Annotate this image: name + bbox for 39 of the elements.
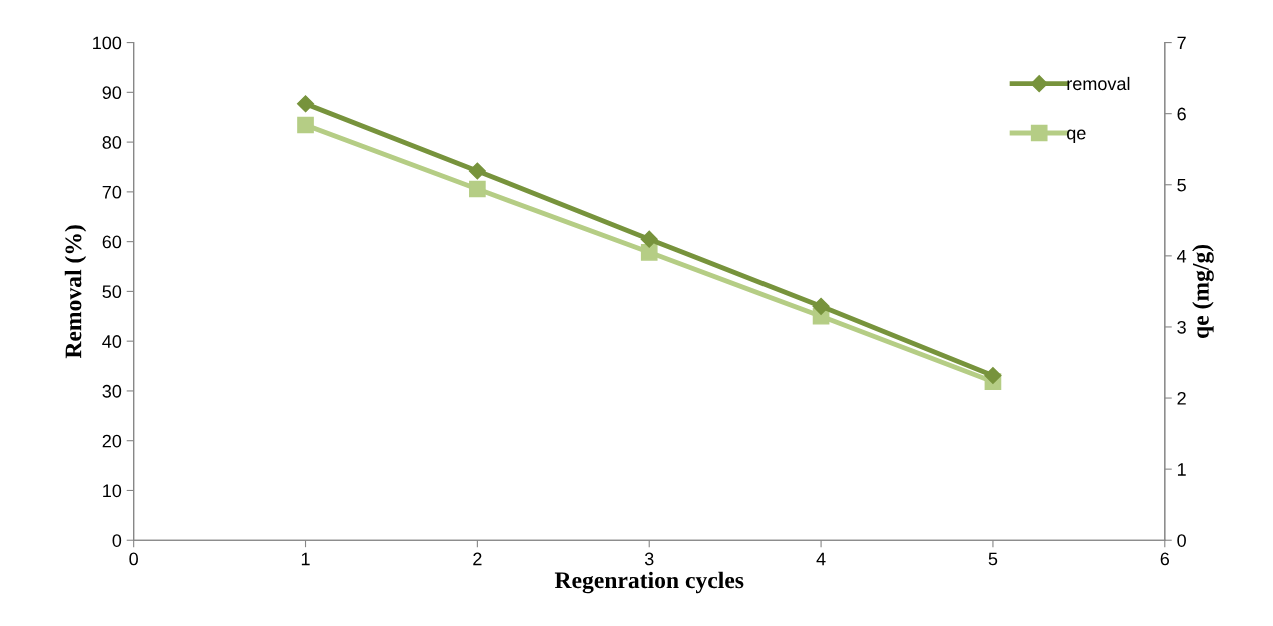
y2-tick-label: 2 — [1177, 391, 1186, 405]
point — [297, 116, 314, 134]
legend-label: removal — [1067, 76, 1130, 91]
y-tick-label: 30 — [102, 384, 122, 398]
x-tick-label: 2 — [473, 552, 482, 566]
y2-tick-label: 5 — [1177, 178, 1186, 192]
y2-tick-label: 6 — [1177, 107, 1186, 121]
y2-tick-label: 4 — [1177, 249, 1187, 263]
y-tick-label: 70 — [102, 185, 122, 199]
y-tick-label: 50 — [102, 285, 122, 299]
x-tick-label: 4 — [816, 552, 826, 566]
y-tick-label: 80 — [102, 136, 122, 149]
x-tick-label: 0 — [129, 552, 138, 566]
point — [296, 95, 315, 113]
point — [640, 243, 658, 261]
x-axis-title: Regenration cycles — [554, 571, 744, 594]
point — [468, 162, 486, 180]
y2-axis-title: qe (mg/g) — [1192, 244, 1214, 338]
y-tick-label: 60 — [102, 235, 122, 249]
y2-tick-label: 3 — [1177, 320, 1186, 334]
x-tick-label: 1 — [301, 552, 310, 566]
y-tick-label: 40 — [102, 335, 122, 348]
y-tick-label: 100 — [93, 36, 122, 50]
point — [640, 230, 658, 248]
y2-tick-label: 7 — [1177, 36, 1186, 50]
point — [984, 366, 1002, 385]
point — [469, 180, 486, 198]
y-tick-label: 10 — [103, 484, 122, 498]
y2-tick-label: 0 — [1177, 534, 1186, 547]
legend-label: qe — [1067, 129, 1086, 144]
x-tick-label: 3 — [644, 552, 654, 566]
y-tick-label: 0 — [112, 534, 122, 547]
x-tick-label: 5 — [988, 552, 998, 566]
y-tick-label: 20 — [102, 434, 122, 448]
x-tick-label: 6 — [1160, 552, 1170, 566]
point — [812, 297, 830, 315]
y-axis-title: Removal (%) — [64, 225, 87, 359]
y2-tick-label: 1 — [1177, 463, 1186, 476]
y-tick-label: 90 — [102, 86, 122, 100]
